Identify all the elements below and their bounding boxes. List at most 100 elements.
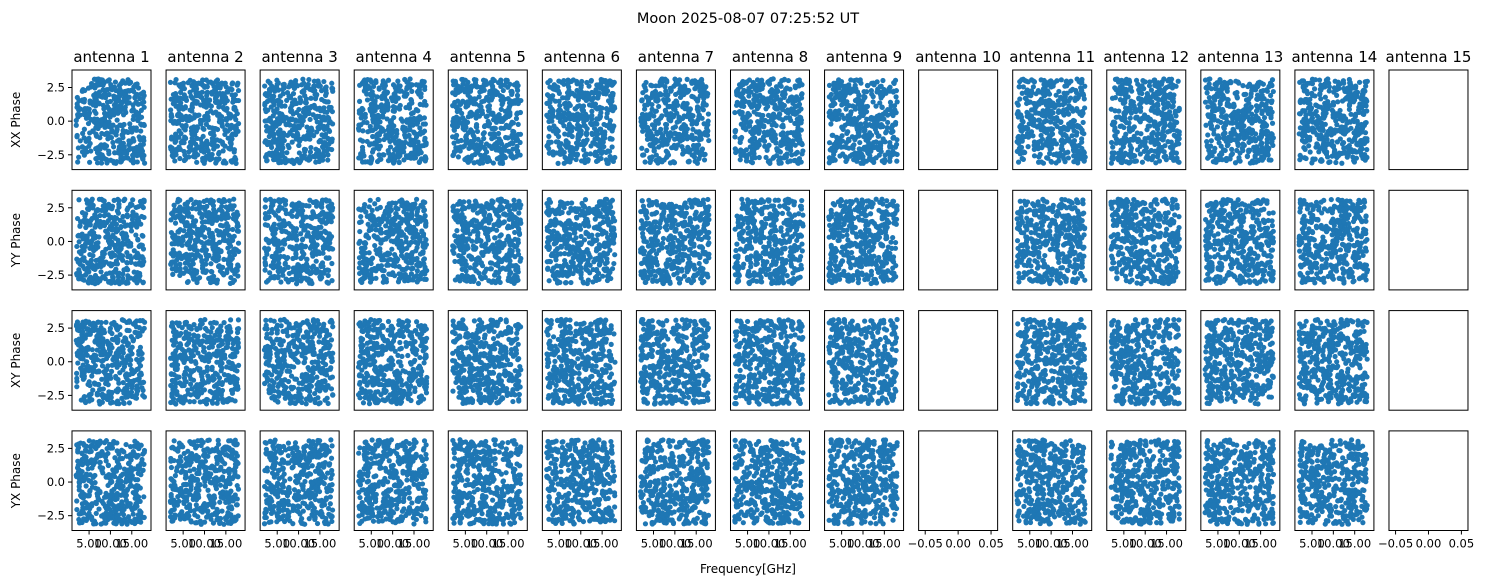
data-point — [276, 364, 282, 370]
data-point — [184, 201, 190, 207]
data-point — [99, 363, 106, 369]
data-point — [318, 224, 324, 230]
data-point — [221, 92, 227, 98]
data-point — [312, 88, 318, 94]
data-point — [196, 470, 202, 477]
data-point — [168, 261, 174, 267]
data-point — [307, 197, 313, 203]
data-point — [214, 446, 220, 453]
data-point — [95, 280, 101, 286]
data-point — [128, 259, 134, 265]
data-point — [229, 506, 235, 512]
data-point — [330, 392, 336, 398]
data-point — [183, 95, 189, 101]
data-point — [328, 437, 334, 443]
data-point — [200, 263, 206, 269]
data-point — [321, 78, 327, 85]
data-point — [198, 239, 205, 245]
data-point — [113, 375, 119, 381]
data-point — [203, 240, 210, 246]
data-point — [289, 116, 296, 122]
data-point — [323, 515, 329, 522]
data-point — [187, 399, 193, 405]
data-point — [140, 379, 146, 385]
data-point — [97, 440, 103, 446]
data-point — [76, 459, 82, 465]
y-tick-label: 2.5 — [47, 441, 65, 455]
data-point — [267, 438, 273, 444]
data-point — [319, 378, 325, 384]
data-point — [213, 512, 219, 518]
y-tick-label: −2.5 — [37, 509, 65, 523]
data-point — [216, 380, 222, 387]
data-point — [105, 212, 111, 218]
data-point — [73, 337, 79, 344]
data-point — [273, 123, 279, 129]
data-point — [135, 85, 142, 91]
data-point — [108, 135, 115, 141]
data-point — [76, 154, 82, 160]
data-point — [120, 234, 127, 240]
data-point — [112, 252, 118, 258]
data-point — [300, 76, 306, 82]
data-point — [323, 450, 330, 457]
data-point — [269, 153, 275, 159]
data-point — [292, 276, 299, 282]
data-point — [264, 479, 270, 485]
data-point — [98, 269, 104, 275]
data-point — [211, 125, 217, 132]
data-point — [132, 491, 138, 498]
data-point — [113, 221, 120, 227]
data-point — [296, 386, 302, 392]
data-point — [186, 240, 192, 247]
data-point — [208, 340, 215, 347]
data-point — [79, 149, 86, 155]
data-point — [330, 350, 336, 356]
data-point — [134, 144, 140, 150]
data-point — [231, 440, 237, 446]
data-point — [325, 272, 331, 279]
data-point — [88, 80, 95, 87]
data-point — [329, 518, 335, 525]
data-point — [214, 77, 221, 83]
panel-frame — [71, 69, 152, 171]
data-point — [178, 458, 184, 464]
data-point — [96, 122, 102, 129]
data-point — [187, 143, 193, 149]
data-point — [235, 344, 241, 351]
data-point — [293, 376, 300, 382]
data-point — [187, 252, 193, 258]
data-point — [189, 386, 195, 392]
data-point — [231, 97, 237, 103]
data-point — [265, 118, 271, 124]
data-point — [136, 349, 143, 355]
data-point — [269, 326, 275, 333]
data-point — [293, 254, 299, 261]
data-point — [296, 200, 302, 206]
data-point — [100, 249, 106, 255]
data-point — [302, 355, 308, 361]
data-point — [267, 336, 273, 342]
data-point — [231, 233, 237, 239]
data-point — [169, 393, 175, 399]
data-point — [322, 397, 328, 403]
data-point — [77, 106, 84, 112]
data-point — [314, 468, 320, 474]
data-point — [120, 448, 126, 454]
data-point — [124, 222, 131, 228]
data-point — [312, 359, 318, 365]
data-point — [284, 368, 290, 374]
data-point — [138, 472, 144, 478]
data-point — [176, 323, 182, 329]
data-point — [215, 252, 221, 258]
data-point — [74, 370, 80, 376]
data-point — [272, 437, 278, 443]
data-point — [211, 319, 217, 326]
data-point — [81, 516, 87, 522]
data-point — [230, 226, 236, 233]
data-point — [93, 222, 99, 228]
data-point — [199, 390, 205, 396]
data-point — [328, 475, 334, 482]
data-point — [103, 520, 109, 526]
